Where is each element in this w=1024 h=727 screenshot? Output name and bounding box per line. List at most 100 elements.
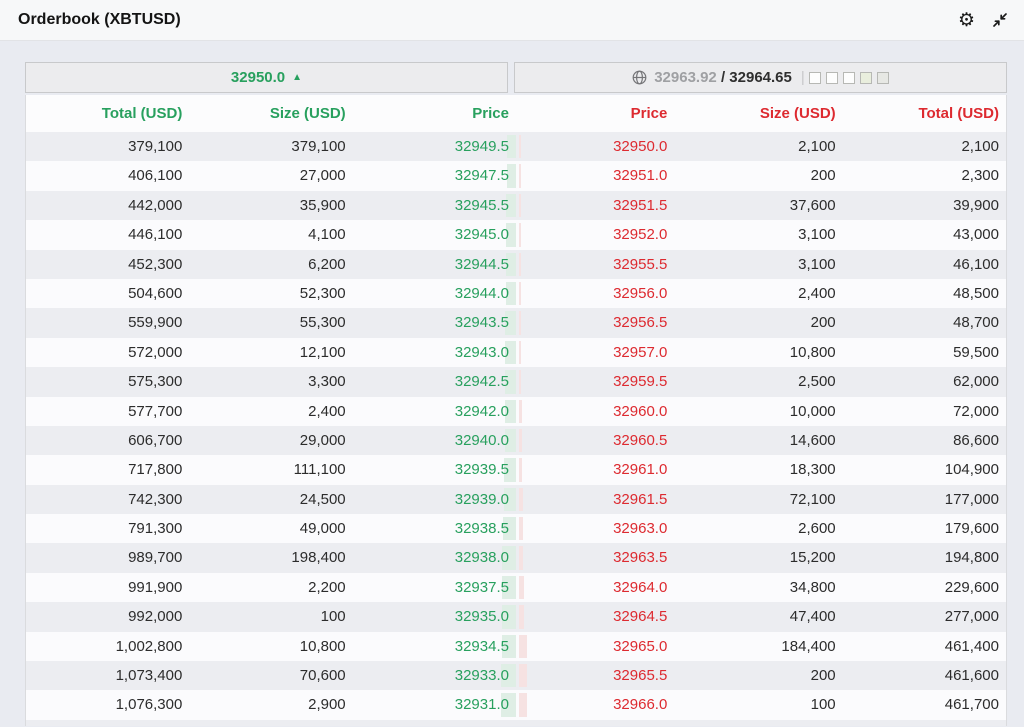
depth-box[interactable] (859, 71, 872, 84)
ask-row[interactable]: 32957.0 10,800 59,500 (516, 338, 1006, 367)
bid-row[interactable]: 1,002,800 10,800 32934.5 (26, 632, 516, 661)
bid-price-cell: 32938.5 (454, 520, 509, 538)
orderbook-row: 1,076,300 2,900 32931.0 32966.0 100 461,700 (26, 690, 1006, 720)
bid-total-cell: 559,900 (128, 314, 183, 332)
ask-total-cell: 177,000 (944, 490, 999, 508)
bid-row[interactable]: 452,300 6,200 32944.5 (26, 250, 516, 279)
bid-row[interactable]: 992,000 100 32935.0 (26, 602, 516, 631)
depth-box[interactable] (808, 71, 821, 84)
ask-total-cell: 48,700 (953, 314, 999, 332)
ask-row[interactable]: 32964.5 47,400 277,000 (516, 602, 1006, 631)
bid-price-cell: 32939.0 (454, 490, 509, 508)
orderbook-row: 742,300 24,500 32939.0 32961.5 72,100 177,000 (26, 484, 1006, 515)
bid-depth-bar (506, 164, 516, 188)
ask-row[interactable]: 32966.0 100 461,700 (516, 690, 1006, 719)
ask-total-cell: 46,100 (953, 255, 999, 273)
bid-row[interactable]: 559,900 55,300 32943.5 (26, 308, 516, 337)
bid-price-cell: 32944.5 (454, 255, 509, 273)
ask-size-cell: 10,000 (789, 402, 836, 420)
ask-price-cell: 32951.5 (613, 196, 668, 214)
bid-price-cell: 32949.5 (454, 138, 509, 155)
ask-depth-bar (519, 634, 527, 659)
bid-size-cell: 6,200 (308, 255, 346, 273)
price-up-icon: ▲ (292, 72, 303, 83)
bid-row[interactable]: 606,700 29,000 32940.0 (26, 426, 516, 455)
orderbook-row: 1,073,400 70,600 32933.0 32965.5 200 461,600 (26, 661, 1006, 691)
ask-price-cell: 32961.0 (613, 461, 668, 479)
bid-row[interactable]: 991,900 2,200 32937.5 (26, 573, 516, 602)
ask-depth-bar (519, 428, 522, 453)
bid-size-cell: 111,100 (293, 461, 346, 479)
bid-row[interactable]: 575,300 3,300 32942.5 (26, 367, 516, 396)
ask-row[interactable]: 32963.5 15,200 194,800 (516, 543, 1006, 572)
bid-depth-bar (505, 399, 516, 423)
bid-depth-bar (501, 605, 516, 629)
depth-box[interactable] (876, 71, 889, 84)
bid-row[interactable]: 791,300 49,000 32938.5 (26, 514, 516, 543)
ask-row[interactable]: 32964.0 34,800 229,600 (516, 573, 1006, 602)
ask-price-cell: 32952.0 (613, 226, 668, 244)
bid-row[interactable]: 406,100 27,000 32947.5 (26, 161, 516, 190)
ask-row[interactable]: 32965.5 200 461,600 (516, 661, 1006, 690)
ask-total-cell: 461,600 (944, 667, 999, 685)
bid-row[interactable]: 1,076,300 2,900 32931.0 (26, 690, 516, 719)
bid-row[interactable]: 504,600 52,300 32944.0 (26, 279, 516, 308)
bid-row[interactable]: 442,000 35,900 32945.5 (26, 191, 516, 220)
ask-size-cell: 100 (810, 696, 836, 714)
ask-row[interactable]: 32960.5 14,600 86,600 (516, 426, 1006, 455)
bid-headers: Total (USD) Size (USD) Price (26, 95, 516, 132)
depth-box[interactable] (825, 71, 838, 84)
ask-row[interactable]: 32965.0 184,400 461,400 (516, 632, 1006, 661)
bid-row[interactable]: 742,300 24,500 32939.0 (26, 485, 516, 514)
ask-depth-bar (519, 340, 522, 365)
ask-total-cell: 194,800 (944, 549, 999, 567)
price-slash: / (716, 69, 730, 86)
bid-total-cell: 575,300 (128, 373, 183, 391)
bid-size-cell: 2,900 (308, 696, 346, 714)
ask-price-cell: 32964.0 (613, 578, 668, 596)
ask-price-cell: 32966.0 (613, 696, 668, 714)
column-header: Total (USD) (918, 105, 999, 122)
ask-depth-bar (519, 399, 522, 423)
column-header: Size (USD) (269, 105, 346, 122)
ask-row[interactable]: 32951.0 200 2,300 (516, 161, 1006, 190)
ask-row[interactable]: 32961.0 18,300 104,900 (516, 455, 1006, 484)
bid-price-cell: 32943.5 (454, 314, 509, 332)
depth-box[interactable] (842, 71, 855, 84)
ask-row[interactable]: 32959.5 2,500 62,000 (516, 367, 1006, 396)
ask-row[interactable]: 32950.0 2,100 2,100 (516, 132, 1006, 161)
gear-icon[interactable]: ⚙ (957, 9, 975, 31)
ask-size-cell: 200 (810, 667, 836, 685)
bid-depth-bar (505, 340, 516, 365)
ask-row[interactable]: 32956.0 2,400 48,500 (516, 279, 1006, 308)
bid-price-cell: 32943.0 (454, 343, 509, 361)
bid-size-cell: 52,300 (299, 284, 346, 302)
compress-icon[interactable] (992, 12, 1008, 28)
bid-size-cell: 2,400 (308, 402, 346, 420)
ask-price-cell: 32963.0 (613, 520, 668, 538)
ask-row[interactable]: 32961.5 72,100 177,000 (516, 485, 1006, 514)
ask-row[interactable]: 32951.5 37,600 39,900 (516, 191, 1006, 220)
bid-row[interactable]: 379,100 379,100 32949.5 (26, 132, 516, 161)
ask-row[interactable]: 32952.0 3,100 43,000 (516, 220, 1006, 249)
bid-size-cell: 29,000 (299, 431, 346, 449)
bid-depth-bar (505, 281, 516, 306)
orderbook-table: Total (USD) Size (USD) Price Price Size (US… (25, 95, 1007, 726)
bid-row[interactable]: 1,073,400 70,600 32933.0 (26, 661, 516, 690)
ask-price-cell: 32964.5 (613, 608, 668, 626)
bid-depth-bar (501, 546, 516, 570)
ask-row[interactable]: 32956.5 200 48,700 (516, 308, 1006, 337)
bid-row[interactable]: 717,800 111,100 32939.5 (26, 455, 516, 484)
orderbook-panel: 32950.0 ▲ 32963.92 / 32964.65 | Total (USD… (25, 62, 1007, 727)
orderbook-row: 575,300 3,300 32942.5 32959.5 2,500 62,000 (26, 367, 1006, 397)
bid-total-cell: 791,300 (128, 520, 183, 538)
bid-row[interactable]: 572,000 12,100 32943.0 (26, 338, 516, 367)
ask-row[interactable]: 32960.0 10,000 72,000 (516, 397, 1006, 426)
ask-row[interactable]: 32963.0 2,600 179,600 (516, 514, 1006, 543)
bid-row[interactable]: 577,700 2,400 32942.0 (26, 397, 516, 426)
bid-size-cell: 24,500 (299, 490, 346, 508)
bid-size-cell: 27,000 (299, 167, 346, 185)
ask-row[interactable]: 32955.5 3,100 46,100 (516, 250, 1006, 279)
bid-row[interactable]: 446,100 4,100 32945.0 (26, 220, 516, 249)
bid-row[interactable]: 989,700 198,400 32938.0 (26, 543, 516, 572)
